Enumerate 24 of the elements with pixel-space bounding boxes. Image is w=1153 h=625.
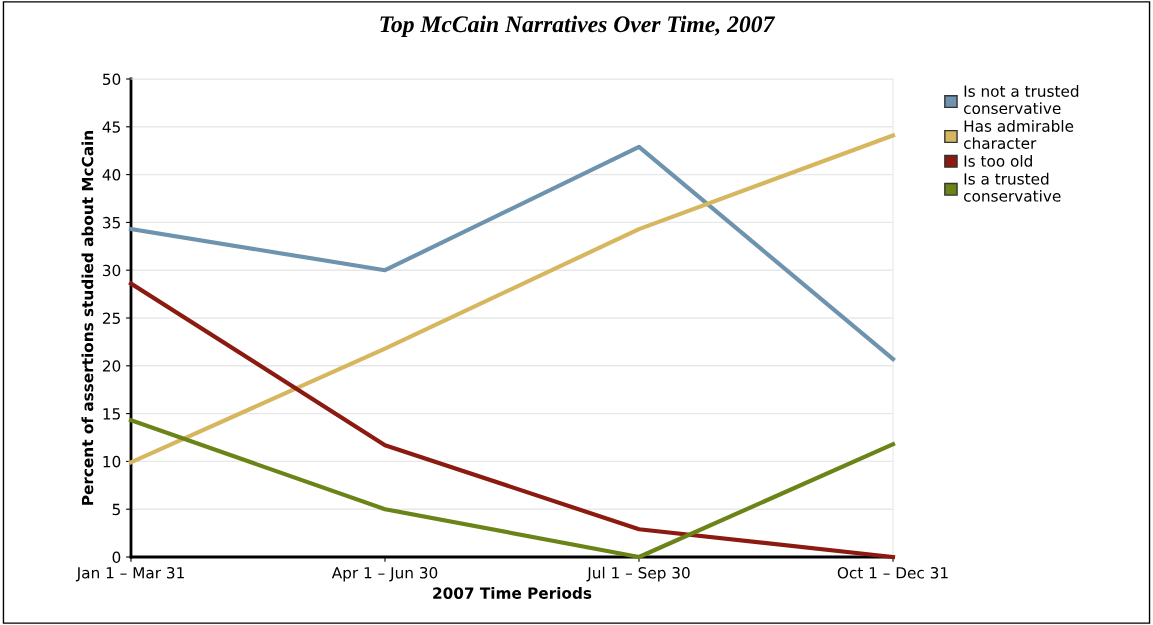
x-tick-label: Jul 1 – Sep 30 <box>586 566 690 582</box>
y-tick-label: 40 <box>102 169 121 181</box>
legend-label: Is not a trusted conservative <box>964 85 1079 115</box>
y-tick-label: 0 <box>112 551 121 564</box>
y-tick-label: 10 <box>103 455 121 468</box>
x-tick-label: Jan 1 – Mar 31 <box>75 566 184 582</box>
y-tick-label: 5 <box>112 503 120 516</box>
y-tick-label: 25 <box>102 312 120 325</box>
y-tick-label: 15 <box>103 408 120 420</box>
legend-label: Has admirable character <box>964 120 1074 149</box>
legend-label: Is too old <box>964 155 1032 167</box>
x-tick-label: Oct 1 – Dec 31 <box>837 566 948 579</box>
y-axis-title: Percent of assertions studied about McCain <box>81 131 94 505</box>
y-tick-label: 35 <box>103 216 120 229</box>
legend-label: Is a trusted conservative <box>964 172 1061 202</box>
x-tick-label: Apr 1 – Jun 30 <box>331 566 438 582</box>
line-series <box>128 144 896 362</box>
y-tick-label: 20 <box>102 360 121 372</box>
y-tick-label: 50 <box>103 73 121 86</box>
chart-title: Top McCain Narratives Over Time, 2007 <box>380 15 776 38</box>
line-series <box>128 133 896 465</box>
y-tick-label: 30 <box>103 264 121 277</box>
x-axis-title: 2007 Time Periods <box>433 587 592 599</box>
y-tick-label: 45 <box>102 121 120 133</box>
